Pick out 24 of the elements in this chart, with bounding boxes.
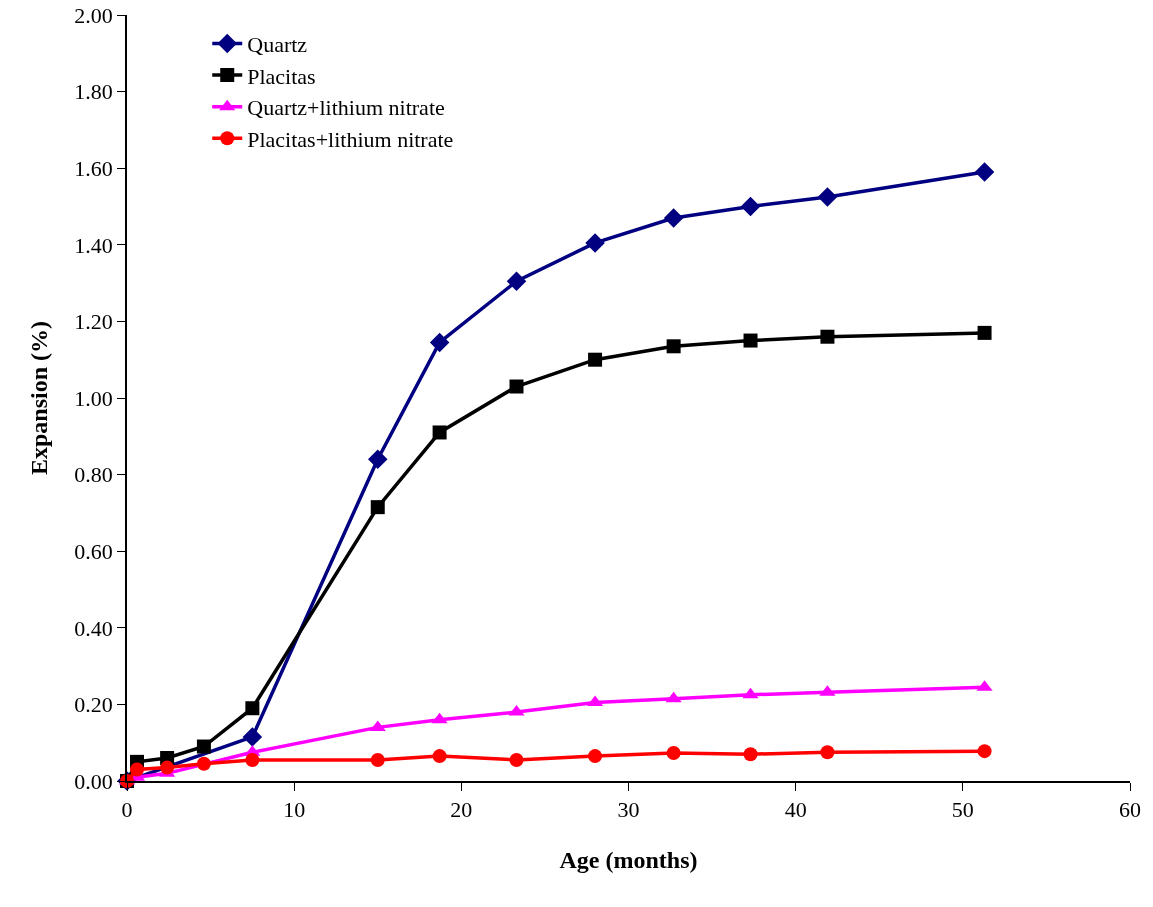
y-tick-label: 2.00 <box>74 2 113 28</box>
y-tick-label: 1.60 <box>74 155 113 181</box>
y-tick-label: 1.20 <box>74 309 113 335</box>
x-tick-label: 40 <box>784 797 807 823</box>
y-tick-label: 0.00 <box>74 768 113 794</box>
legend-label: Placitas+lithium nitrate <box>247 126 454 152</box>
x-tick-label: 20 <box>450 797 473 823</box>
y-tick-label: 1.80 <box>74 79 113 105</box>
x-tick-label: 10 <box>283 797 306 823</box>
y-tick-label: 0.80 <box>74 462 113 488</box>
y-tick-label: 1.40 <box>74 232 113 258</box>
y-tick-label: 0.20 <box>74 692 113 718</box>
y-tick-label: 1.00 <box>74 385 113 411</box>
y-axis-title: Expansion (%) <box>25 320 52 476</box>
y-tick-label: 0.40 <box>74 615 113 641</box>
x-tick-label: 60 <box>1119 797 1141 823</box>
x-tick-label: 30 <box>617 797 640 823</box>
y-tick-label: 0.60 <box>74 538 113 564</box>
x-tick-label: 50 <box>951 797 974 823</box>
legend-label: Placitas <box>247 63 316 89</box>
legend-label: Quartz+lithium nitrate <box>247 95 445 121</box>
legend-label: Quartz <box>247 32 308 58</box>
x-axis-title: Age (months) <box>559 846 698 873</box>
x-tick-label: 0 <box>121 797 133 823</box>
